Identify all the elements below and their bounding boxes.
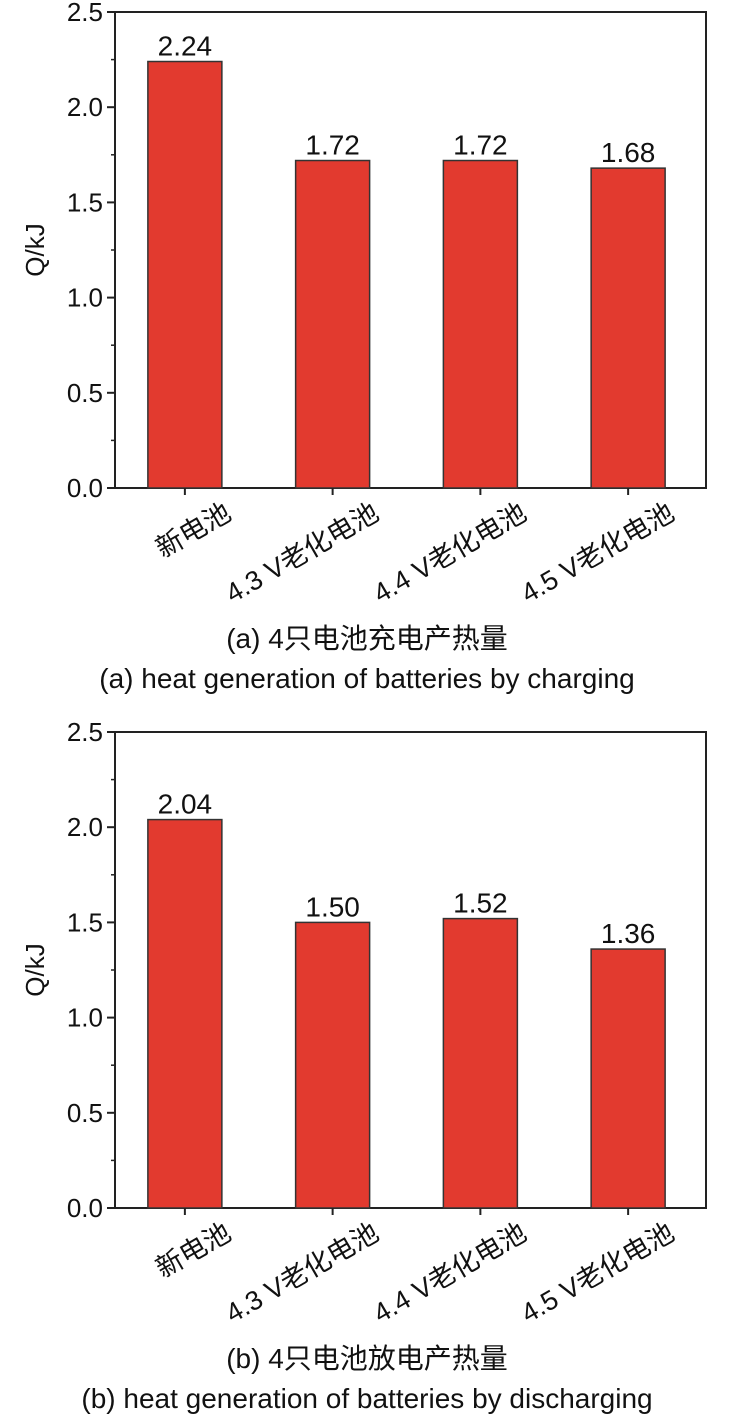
x-tick-label: 4.5 V老化电池 [516, 497, 679, 609]
y-tick-label: 1.5 [67, 907, 103, 937]
bar [294, 159, 371, 489]
y-tick-label: 2.0 [67, 92, 103, 122]
y-tick-label: 1.0 [67, 1003, 103, 1033]
x-tick-label: 4.4 V老化电池 [368, 1217, 531, 1329]
y-tick-label: 1.5 [67, 187, 103, 217]
data-label: 1.72 [305, 130, 360, 161]
y-axis-label: Q/kJ [20, 223, 50, 276]
bar [294, 921, 371, 1209]
data-label: 2.04 [158, 789, 213, 820]
bar [147, 60, 223, 489]
y-tick-label: 1.0 [67, 283, 103, 313]
x-tick-label: 4.3 V老化电池 [220, 497, 383, 609]
caption-en-a: (a) heat generation of batteries by char… [99, 663, 635, 694]
y-axis-label: Q/kJ [20, 943, 50, 996]
chart-panel-a: 0.0 0.5 1.0 1.5 2.0 2.5 Q/kJ 2.24 新电池 1.72 4.3 V老化… [20, 0, 707, 694]
data-label: 2.24 [158, 31, 213, 62]
y-tick-label: 0.0 [67, 473, 103, 503]
x-tick-label: 4.5 V老化电池 [516, 1217, 679, 1329]
x-tick-label: 新电池 [151, 1217, 236, 1283]
data-label: 1.50 [305, 891, 360, 922]
bar-chart-a: 0.0 0.5 1.0 1.5 2.0 2.5 Q/kJ 2.24 新电池 1.72 4.3 V老化… [20, 0, 707, 609]
y-tick-label: 0.5 [67, 378, 103, 408]
bar-chart-b: 0.0 0.5 1.0 1.5 2.0 2.5 Q/kJ 2.04 新电池 1.50 4.3 V老化… [20, 720, 707, 1329]
chart-panel-b: 0.0 0.5 1.0 1.5 2.0 2.5 Q/kJ 2.04 新电池 1.50 4.3 V老化… [0, 720, 734, 1424]
y-tick-label: 2.0 [67, 812, 103, 842]
bar [442, 159, 519, 489]
y-tick-label: 0.5 [67, 1098, 103, 1128]
data-label: 1.52 [453, 888, 508, 919]
bar [590, 167, 666, 489]
bar [147, 818, 223, 1209]
data-label: 1.36 [601, 918, 656, 949]
caption-cn-b: (b) 4只电池放电产热量 [226, 1343, 508, 1374]
x-tick-label: 4.4 V老化电池 [368, 497, 531, 609]
bar [442, 917, 519, 1209]
caption-cn-a: (a) 4只电池充电产热量 [226, 623, 508, 654]
bar [590, 948, 666, 1209]
data-label: 1.72 [453, 130, 508, 161]
data-label: 1.68 [601, 137, 656, 168]
x-tick-label: 4.3 V老化电池 [220, 1217, 383, 1329]
y-tick-label: 0.0 [67, 1193, 103, 1223]
caption-en-b: (b) heat generation of batteries by disc… [81, 1383, 653, 1414]
y-tick-label: 2.5 [67, 0, 103, 27]
x-tick-label: 新电池 [151, 497, 236, 563]
y-tick-label: 2.5 [67, 720, 103, 747]
